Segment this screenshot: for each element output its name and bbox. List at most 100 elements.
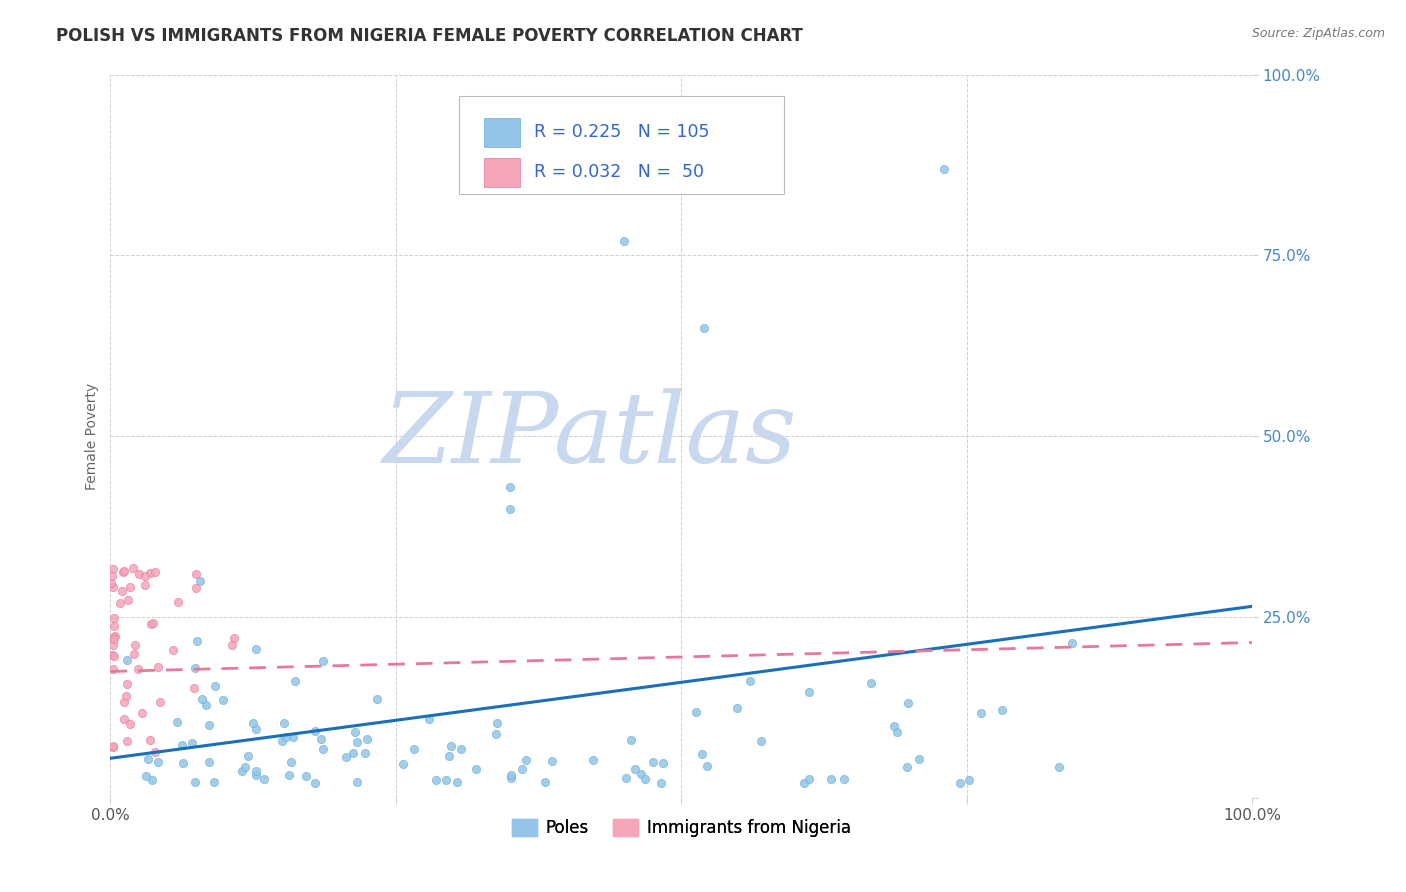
Point	[404, 742, 426, 756]
Point	[515, 753, 537, 767]
Point	[235, 760, 257, 774]
Point	[485, 716, 508, 731]
Point	[103, 632, 125, 647]
Point	[499, 480, 522, 494]
Point	[437, 748, 460, 763]
Text: ZIPatlas: ZIPatlas	[382, 389, 797, 484]
Point	[148, 660, 170, 674]
Y-axis label: Female Poverty: Female Poverty	[86, 383, 100, 490]
Point	[886, 724, 908, 739]
Point	[685, 705, 707, 719]
Point	[1060, 635, 1083, 649]
Point	[188, 574, 211, 589]
Point	[346, 775, 368, 789]
Point	[195, 698, 218, 712]
Point	[304, 776, 326, 790]
Point	[100, 576, 122, 591]
Point	[221, 638, 243, 652]
Point	[641, 755, 664, 769]
Point	[281, 730, 304, 744]
Point	[198, 756, 221, 770]
Point	[797, 685, 820, 699]
Point	[115, 733, 138, 747]
Point	[170, 739, 193, 753]
Point	[115, 690, 138, 704]
Point	[623, 762, 645, 776]
Point	[101, 739, 124, 754]
Point	[446, 774, 468, 789]
Point	[222, 631, 245, 645]
Point	[932, 161, 955, 176]
Point	[166, 714, 188, 729]
Point	[110, 596, 132, 610]
Point	[990, 703, 1012, 717]
Point	[294, 769, 316, 783]
Point	[534, 775, 557, 789]
Point	[278, 768, 301, 782]
Point	[149, 695, 172, 709]
Point	[280, 755, 302, 769]
Point	[485, 727, 508, 741]
Point	[501, 771, 523, 785]
Point	[582, 754, 605, 768]
Point	[304, 723, 326, 738]
Point	[101, 648, 124, 663]
Point	[122, 561, 145, 575]
Point	[111, 584, 134, 599]
Point	[896, 696, 918, 710]
Point	[131, 706, 153, 720]
Point	[859, 675, 882, 690]
Point	[465, 762, 488, 776]
Point	[172, 756, 194, 771]
Point	[202, 774, 225, 789]
Point	[167, 594, 190, 608]
Point	[186, 633, 208, 648]
Point	[136, 752, 159, 766]
Point	[117, 593, 139, 607]
Point	[184, 774, 207, 789]
Point	[541, 754, 564, 768]
FancyBboxPatch shape	[458, 96, 785, 194]
Point	[799, 772, 821, 787]
Point	[112, 565, 135, 579]
Point	[693, 320, 716, 334]
Point	[1047, 760, 1070, 774]
Point	[112, 712, 135, 726]
Point	[183, 681, 205, 695]
Point	[725, 700, 748, 714]
Point	[103, 630, 125, 644]
Point	[696, 758, 718, 772]
Point	[245, 768, 267, 782]
Point	[245, 722, 267, 736]
Point	[143, 745, 166, 759]
Point	[128, 566, 150, 581]
Point	[356, 731, 378, 746]
Point	[139, 733, 162, 747]
Point	[115, 653, 138, 667]
Point	[111, 566, 134, 580]
Point	[633, 772, 655, 786]
Point	[650, 776, 672, 790]
Point	[101, 580, 124, 594]
Point	[148, 756, 170, 770]
Point	[499, 501, 522, 516]
Point	[832, 772, 855, 786]
Point	[948, 775, 970, 789]
FancyBboxPatch shape	[484, 118, 520, 147]
Point	[139, 566, 162, 581]
Point	[346, 735, 368, 749]
Point	[135, 769, 157, 783]
Point	[141, 772, 163, 787]
Point	[101, 562, 124, 576]
Point	[231, 764, 253, 779]
Point	[112, 696, 135, 710]
Point	[957, 773, 980, 788]
Point	[273, 715, 295, 730]
Point	[652, 756, 675, 771]
Point	[143, 565, 166, 579]
Point	[630, 767, 652, 781]
Point	[245, 764, 267, 778]
Point	[117, 677, 139, 691]
Point	[312, 654, 335, 668]
Point	[162, 643, 184, 657]
